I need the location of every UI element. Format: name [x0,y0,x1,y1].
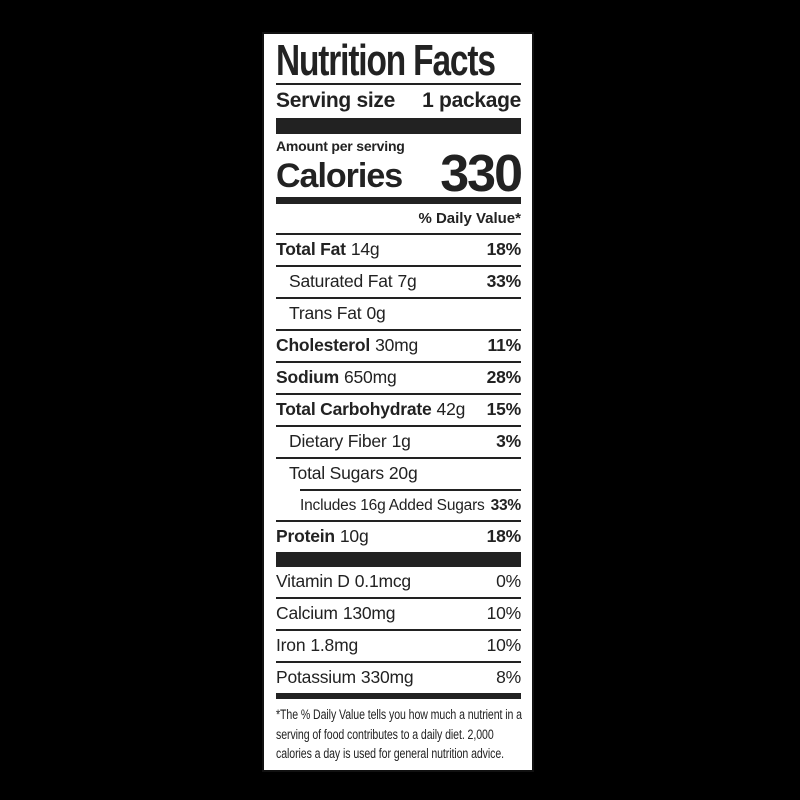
nutrient-row-added-sugars: Includes 16g Added Sugars 33% [276,489,521,522]
serving-size-label: Serving size [276,89,395,112]
nutrient-row-trans-fat: Trans Fat 0g [276,299,521,331]
calories-row: Calories 330 [276,145,523,203]
footnote-wrap: *The % Daily Value tells you how much a … [276,705,522,764]
nutrient-row-total-carbohydrate: Total Carbohydrate 42g 15% [276,395,521,427]
daily-value-footnote: *The % Daily Value tells you how much a … [276,707,522,761]
section-bar-footnote [276,693,521,699]
serving-size-value: 1 package [422,89,521,112]
nutrient-row-cholesterol: Cholesterol 30mg 11% [276,331,521,363]
daily-value-header: % Daily Value* [276,204,521,235]
amount-per-serving-label: Amount per serving [276,138,405,154]
section-bar-thick [276,118,521,134]
nutrition-facts-title: Nutrition Facts [276,36,496,85]
nutrient-row-sodium: Sodium 650mg 28% [276,363,521,395]
section-bar-thick-2 [276,552,521,567]
vitamin-row-potassium: Potassium 330mg 8% [276,667,521,687]
serving-size-row: Serving size 1 package [276,85,521,118]
calories-label: Calories [276,157,403,195]
vitamin-row-calcium: Calcium 130mg 10% [276,599,521,631]
vitamin-row-iron: Iron 1.8mg 10% [276,631,521,663]
nutrition-facts-panel: Nutrition Facts Serving size 1 package A… [262,32,534,772]
calories-value: 330 [440,145,523,203]
nutrient-row-dietary-fiber: Dietary Fiber 1g 3% [276,427,521,459]
nutrient-row-total-fat: Total Fat 14g 18% [276,235,521,267]
title-divider [276,83,521,85]
nutrient-row-total-sugars: Total Sugars 20g [289,463,418,483]
added-sugars-inner: Includes 16g Added Sugars 33% [300,489,521,520]
vitamin-row-vitamin-d: Vitamin D 0.1mcg 0% [276,567,521,599]
section-bar-medium [276,197,521,204]
nutrient-row-saturated-fat: Saturated Fat 7g 33% [276,267,521,299]
nutrient-row-protein: Protein 10g 18% [276,526,521,546]
